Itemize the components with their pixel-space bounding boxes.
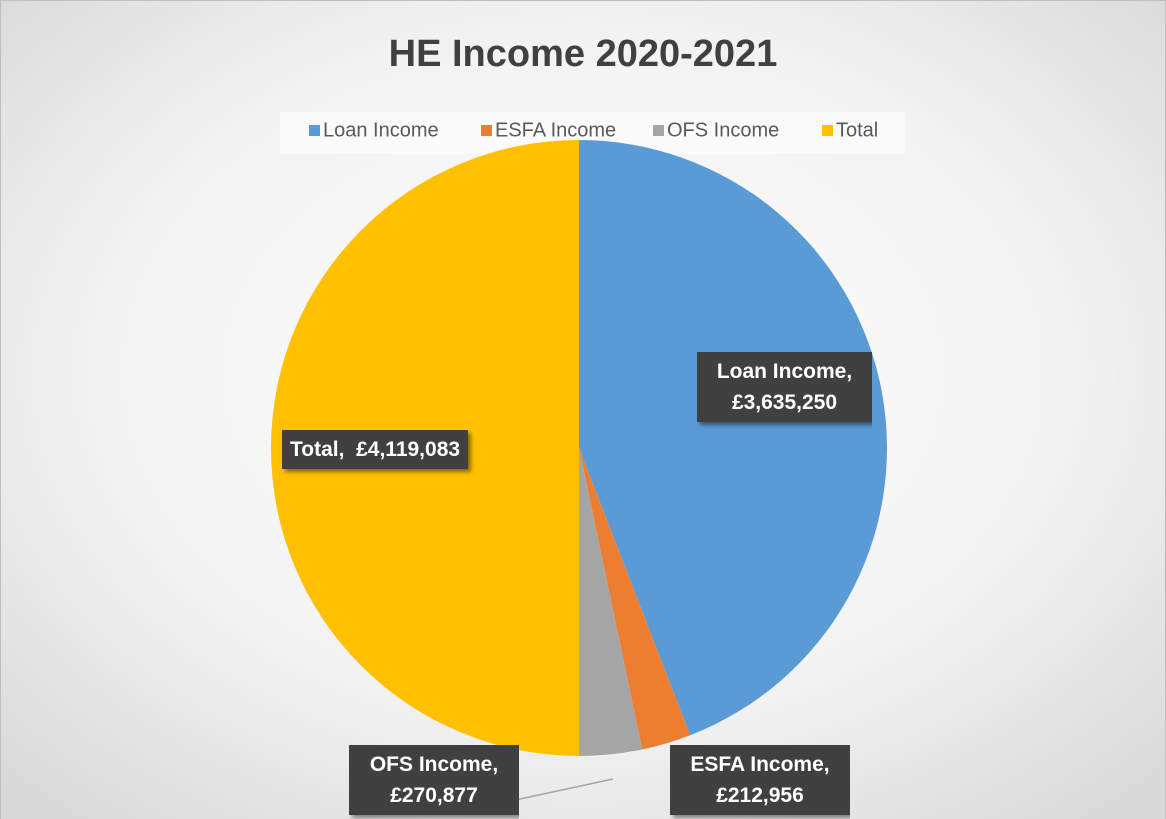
pie-slice — [579, 448, 643, 756]
legend-swatch — [481, 125, 492, 136]
data-label-box: ESFA Income, £212,956 — [670, 745, 850, 815]
data-label-box: Loan Income, £3,635,250 — [697, 352, 872, 422]
legend-label: Loan Income — [323, 119, 439, 141]
legend-label: OFS Income — [667, 119, 779, 141]
legend-label: Total — [836, 119, 878, 141]
legend-swatch — [653, 125, 664, 136]
legend-swatch — [309, 125, 320, 136]
legend-label: ESFA Income — [495, 119, 616, 141]
chart-title: HE Income 2020-2021 — [389, 33, 778, 75]
legend-swatch — [822, 125, 833, 136]
pie-slice — [579, 448, 691, 750]
data-label: Loan Income, £3,635,250 — [697, 352, 872, 422]
data-labels: Loan Income, £3,635,250 ESFA Income, £212… — [282, 352, 872, 815]
pie-slice — [579, 140, 887, 736]
legend: Loan Income ESFA Income OFS Income Total — [309, 119, 878, 141]
data-label-box: OFS Income, £270,877 — [349, 745, 519, 815]
data-label: ESFA Income, £212,956 — [670, 745, 850, 815]
data-label: OFS Income, £270,877 — [349, 745, 519, 815]
data-label-box: Total, £4,119,083 — [282, 430, 469, 469]
data-label: Total, £4,119,083 — [282, 430, 469, 469]
